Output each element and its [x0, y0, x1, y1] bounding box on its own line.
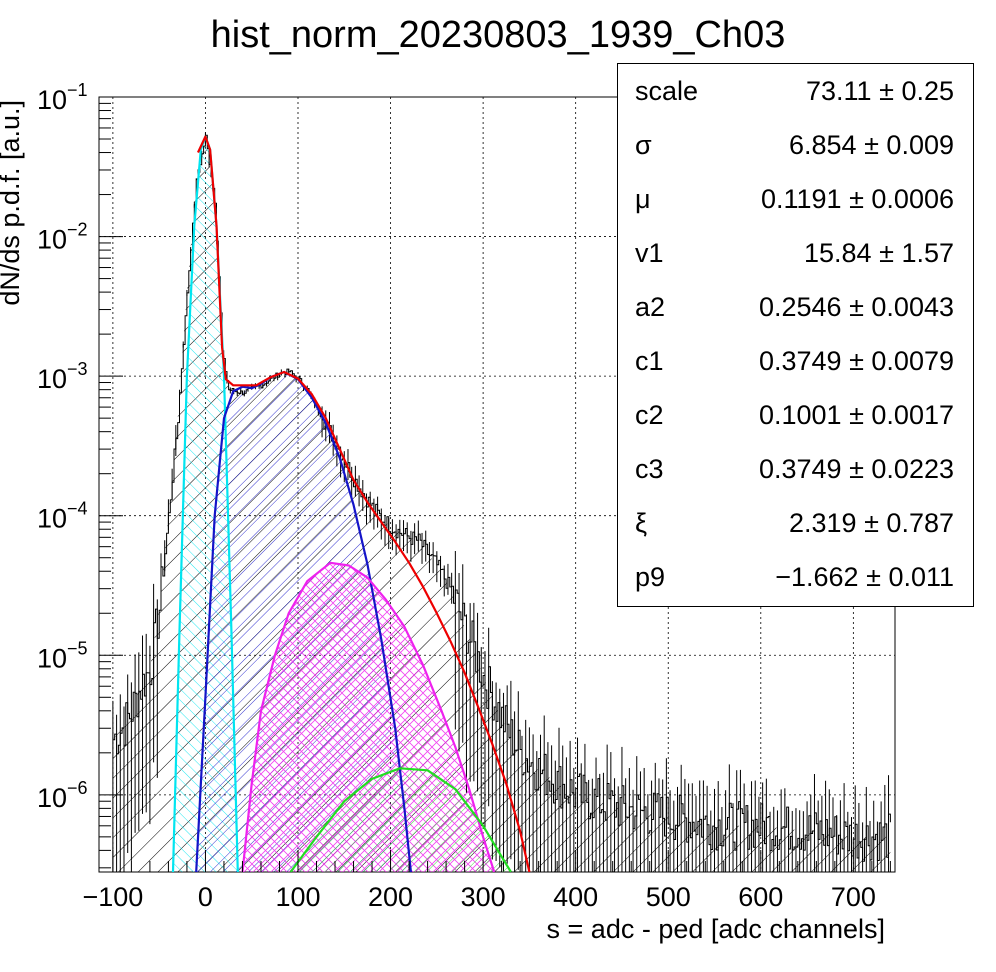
- stat-value: 0.3749 ± 0.0223: [758, 454, 954, 484]
- stat-value: −1.662 ± 0.011: [775, 562, 954, 592]
- stat-name: c3: [635, 454, 664, 484]
- triple-particle-curve: [289, 767, 512, 872]
- chart-title: hist_norm_20230803_1939_Ch03: [211, 14, 786, 56]
- total-fit-curve: [197, 135, 531, 872]
- x-tick-label: 300: [461, 882, 506, 912]
- stat-name: σ: [635, 130, 652, 160]
- stat-name: a2: [635, 292, 666, 322]
- stat-name: scale: [635, 76, 699, 106]
- y-tick-label: 10−1: [37, 80, 88, 115]
- stat-row-c1: c1 0.3749 ± 0.0079: [618, 334, 973, 388]
- x-tick-label: 400: [553, 882, 598, 912]
- y-tick-exponent: −5: [67, 638, 88, 658]
- triple-particle-curve-fill: [290, 768, 511, 872]
- stat-name: c1: [635, 346, 664, 376]
- stat-row-c2: c2 0.1001 ± 0.0017: [618, 388, 973, 442]
- x-tick-label: 200: [368, 882, 413, 912]
- x-tick-label: 100: [275, 882, 320, 912]
- stat-value: 6.854 ± 0.009: [788, 130, 954, 160]
- stat-row-p9: p9 −1.662 ± 0.011: [618, 550, 973, 604]
- stat-value: 0.3749 ± 0.0079: [758, 346, 954, 376]
- y-tick-label: 10−4: [37, 499, 88, 534]
- fit-curves: [171, 135, 531, 872]
- x-tick-label: 700: [831, 882, 876, 912]
- x-tick-label: 500: [646, 882, 691, 912]
- stat-row-v1: v1 15.84 ± 1.57: [618, 226, 973, 280]
- y-tick-exponent: −3: [67, 359, 88, 379]
- stat-name: ξ: [635, 508, 648, 538]
- fit-statistics-box: scale 73.11 ± 0.25 σ 6.854 ± 0.009 μ 0.1…: [617, 63, 974, 607]
- y-tick-exponent: −1: [67, 80, 88, 100]
- x-tick-label: −100: [82, 882, 143, 912]
- x-tick-label: 600: [738, 882, 783, 912]
- stat-row-a2: a2 0.2546 ± 0.0043: [618, 280, 973, 334]
- stat-row-mu: μ 0.1191 ± 0.0006: [618, 172, 973, 226]
- y-axis-label: dN/ds p.d.f. [a.u.]: [0, 100, 25, 306]
- data-histogram-line: [112, 134, 891, 862]
- component-fills: [112, 136, 891, 872]
- stat-name: c2: [635, 400, 664, 430]
- stat-row-sigma: σ 6.854 ± 0.009: [618, 118, 973, 172]
- y-tick-label: 10−5: [37, 638, 88, 673]
- y-tick-exponent: −6: [67, 778, 88, 798]
- y-tick-exponent: −4: [67, 499, 88, 519]
- x-axis-label: s = adc - ped [adc channels]: [547, 914, 885, 944]
- stat-row-xi: ξ 2.319 ± 0.787: [618, 496, 973, 550]
- y-tick-label: 10−3: [37, 359, 88, 394]
- stat-value: 0.1001 ± 0.0017: [758, 400, 954, 430]
- stat-value: 0.2546 ± 0.0043: [758, 292, 954, 322]
- stat-value: 2.319 ± 0.787: [788, 508, 954, 538]
- double-particle-curve: [241, 561, 496, 872]
- stat-name: p9: [635, 562, 666, 592]
- x-tick-label: 0: [198, 882, 213, 912]
- stat-value: 0.1191 ± 0.0006: [760, 184, 954, 214]
- stat-value: 73.11 ± 0.25: [806, 76, 954, 106]
- y-tick-label: 10−6: [37, 778, 88, 813]
- y-tick-label: 10−2: [37, 220, 88, 255]
- data-histogram: [112, 132, 891, 872]
- stat-row-c3: c3 0.3749 ± 0.0223: [618, 442, 973, 496]
- y-tick-exponent: −2: [67, 220, 88, 240]
- stat-name: μ: [635, 184, 651, 214]
- stat-value: 15.84 ± 1.57: [804, 238, 954, 268]
- stat-name: v1: [635, 238, 664, 268]
- stat-row-scale: scale 73.11 ± 0.25: [618, 64, 973, 118]
